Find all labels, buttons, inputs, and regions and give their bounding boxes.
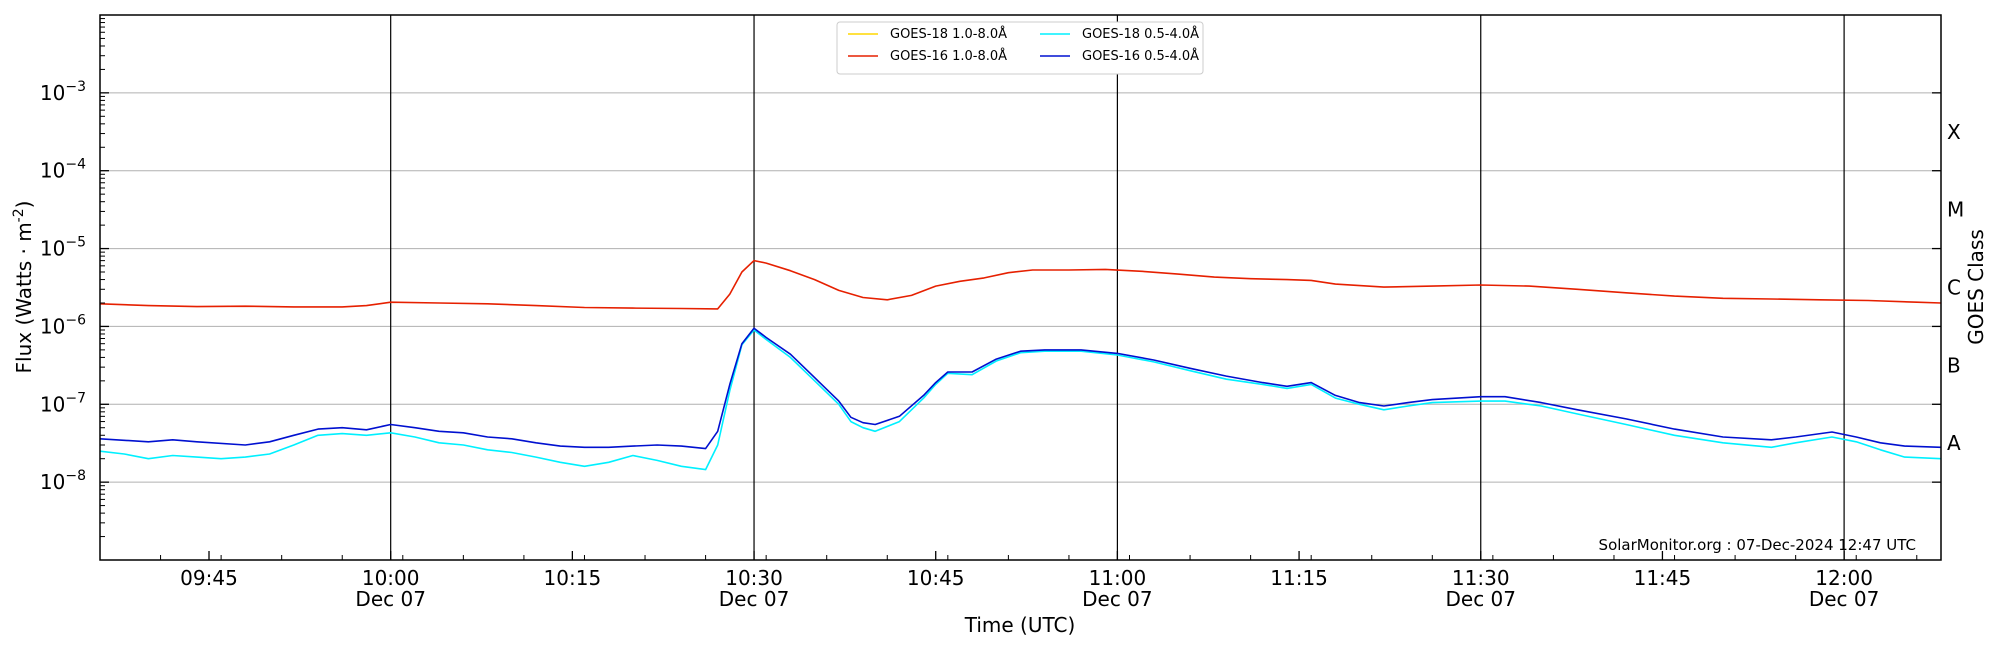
y-tick-label: 10−7 [40,390,86,416]
y-axis-label: Flux (Watts · m-2) [11,201,36,374]
y-tick-label-exponent: −5 [65,235,86,251]
y-tick-label-base: 10 [40,159,65,183]
goes-class-label: M [1947,198,1964,222]
grid-lines [100,92,1941,483]
y-tick-label-exponent: −3 [65,79,86,95]
legend-label: GOES-16 1.0-8.0Å [890,48,1007,64]
axis-ticks [99,18,1941,560]
goes-class-label: C [1947,276,1961,300]
y-tick-label-exponent: −7 [65,390,86,406]
y-tick-label: 10−5 [40,235,86,261]
x-tick-date-label: Dec 07 [1082,587,1153,611]
goes-class-label: B [1947,353,1961,377]
source-timestamp: SolarMonitor.org : 07-Dec-2024 12:47 UTC [1599,536,1916,554]
y-axis-label-sup: -2 [11,208,27,222]
y-tick-label: 10−3 [40,79,86,105]
legend-label: GOES-18 0.5-4.0Å [1082,26,1199,42]
x-tick-label: 10:30 [725,566,783,590]
y-tick-label-base: 10 [40,81,65,105]
x-tick-label: 11:15 [1270,566,1328,590]
legend-label: GOES-18 1.0-8.0Å [890,26,1007,42]
series-line-1 [99,259,1942,310]
y-tick-label: 10−8 [40,468,86,494]
y-tick-label-exponent: −6 [65,312,86,328]
y-tick-label-exponent: −4 [65,157,86,173]
x-tick-label: 10:00 [362,566,420,590]
x-tick-label: 11:30 [1452,566,1510,590]
y-tick-label-base: 10 [40,314,65,338]
x-tick-label: 11:00 [1089,566,1147,590]
y-tick-label-base: 10 [40,237,65,261]
y-tick-label-base: 10 [40,470,65,494]
legend-label: GOES-16 0.5-4.0Å [1082,48,1199,64]
x-tick-label: 11:45 [1634,566,1692,590]
y-tick-label: 10−4 [40,157,86,183]
y-tick-label-base: 10 [40,392,65,416]
x-tick-label: 12:00 [1815,566,1873,590]
series-lines [99,259,1942,471]
goes-class-axis-label: GOES Class [1964,229,1988,345]
legend-entries: GOES-18 1.0-8.0Å GOES-16 1.0-8.0Å GOES-18 … [848,26,1199,64]
series-line-3 [99,327,1942,450]
y-tick-label-exponent: −8 [65,468,86,484]
plot-frame [99,14,1942,561]
legend: GOES-18 1.0-8.0Å GOES-16 1.0-8.0Å GOES-18 … [836,21,1204,75]
legend-box [836,21,1204,75]
x-axis-label: Time (UTC) [964,613,1076,637]
series-line-2 [99,329,1942,471]
y-axis-label-main: Flux (Watts · m [12,222,36,373]
x-tick-label: 10:15 [544,566,602,590]
x-tick-date-label: Dec 07 [1809,587,1880,611]
y-axis-label-close: ) [12,201,36,209]
y-tick-label: 10−6 [40,312,86,338]
x-tick-date-label: Dec 07 [1445,587,1516,611]
day-marker-lines [390,15,1845,560]
goes-class-label: A [1947,431,1961,455]
x-tick-date-label: Dec 07 [719,587,790,611]
goes-class-label: X [1947,120,1961,144]
x-tick-date-label: Dec 07 [355,587,426,611]
x-tick-label: 09:45 [180,566,238,590]
x-tick-label: 10:45 [907,566,965,590]
